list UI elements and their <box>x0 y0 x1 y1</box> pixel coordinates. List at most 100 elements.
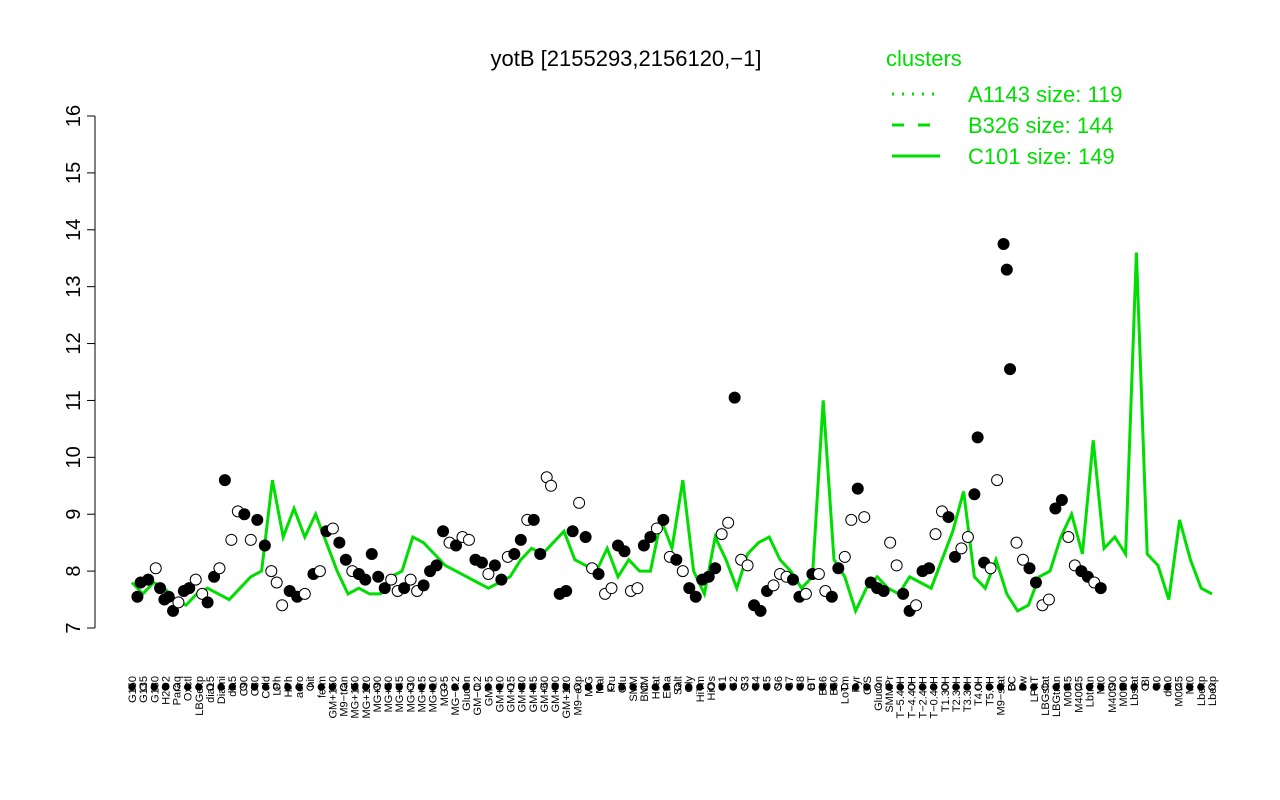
x-rug-mark <box>261 683 270 691</box>
x-rug-mark <box>1019 683 1027 691</box>
data-point <box>131 590 144 603</box>
x-rug-mark <box>896 683 904 691</box>
x-rug-mark <box>373 683 381 691</box>
data-point <box>1017 553 1029 566</box>
x-category-label: H2O2 <box>160 676 172 705</box>
data-point <box>201 596 214 609</box>
data-point <box>398 582 411 595</box>
x-rug-mark <box>273 683 281 691</box>
data-point <box>1094 582 1107 595</box>
data-point <box>251 513 264 526</box>
data-point <box>1042 593 1055 606</box>
data-point <box>715 528 728 541</box>
x-rug-mark <box>707 683 715 691</box>
x-category-label: GM+5 <box>483 676 495 706</box>
data-point <box>961 530 974 543</box>
x-rug-mark <box>1174 683 1183 691</box>
data-point <box>560 585 573 598</box>
x-category-label: Etha <box>661 675 673 699</box>
y-tick-label: 12 <box>63 332 85 354</box>
data-point <box>657 513 670 526</box>
x-rug-mark <box>284 683 292 691</box>
x-category-label: Gly <box>684 676 696 693</box>
x-rug-mark <box>150 683 158 691</box>
y-tick-label: 13 <box>63 276 85 298</box>
data-point <box>244 533 257 546</box>
x-category-label: Lbexp <box>1207 676 1219 706</box>
x-category-label: C90 <box>238 676 250 696</box>
x-category-label: Mal <box>595 676 607 694</box>
x-category-label: MG+90 <box>372 676 384 712</box>
x-category-label: dia0 <box>1162 676 1174 697</box>
x-rug-mark <box>495 683 504 691</box>
y-tick-label: 15 <box>63 162 85 184</box>
y-tick-label: 14 <box>63 219 85 241</box>
data-point <box>566 525 579 538</box>
data-point <box>404 573 417 586</box>
x-rug-mark <box>362 683 370 691</box>
data-point <box>851 482 864 495</box>
x-category-label: Lbtran <box>1085 676 1097 707</box>
x-category-label: Sw <box>1018 676 1030 691</box>
x-category-label: B36 <box>817 676 829 696</box>
x-category-label: Glucon <box>461 676 473 711</box>
y-tick-label: 9 <box>63 509 85 520</box>
data-point <box>799 587 812 600</box>
data-point <box>1023 562 1036 575</box>
x-category-label: G135 <box>138 676 150 703</box>
x-category-label: HPh <box>283 676 295 697</box>
data-point <box>877 585 890 598</box>
x-category-label: G/S <box>862 676 874 695</box>
data-point <box>208 570 221 583</box>
x-category-label: BI <box>1140 676 1152 686</box>
data-point <box>326 522 339 535</box>
x-rug-mark <box>640 683 648 691</box>
x-category-label: dia15 <box>205 676 217 703</box>
x-rug-mark <box>239 683 248 691</box>
x-rug-mark <box>774 683 782 691</box>
x-rug-mark <box>918 683 927 691</box>
data-point <box>270 576 283 589</box>
data-point <box>650 522 663 535</box>
data-point <box>858 511 871 524</box>
x-rug-mark <box>1030 683 1038 691</box>
data-point <box>298 587 311 600</box>
x-category-label: Lbexp <box>1196 676 1208 706</box>
data-point <box>670 553 683 566</box>
x-category-label: Mt0 <box>1096 676 1108 694</box>
x-rug-mark <box>551 683 559 691</box>
x-category-label: MG+60 <box>383 676 395 712</box>
data-point <box>592 567 605 580</box>
x-rug-mark <box>996 683 1005 691</box>
data-point <box>265 565 278 578</box>
x-rug-mark <box>762 683 771 691</box>
x-category-label: T5.0H <box>984 676 996 706</box>
x-category-label: Cold <box>261 676 273 699</box>
data-point <box>923 562 936 575</box>
y-axis: 7 8 9 10 11 12 13 14 15 16 <box>63 105 96 634</box>
data-point <box>276 599 289 612</box>
x-category-label: LBGstat <box>1040 676 1052 716</box>
legend-entry-1: A1143 size: 119 <box>968 82 1123 107</box>
data-point <box>728 391 741 404</box>
data-point <box>488 559 501 572</box>
data-point <box>527 513 540 526</box>
x-category-label: G180 <box>149 676 161 703</box>
x-category-label: GM+45 <box>528 676 540 712</box>
x-category-label: Lbstat <box>1129 676 1141 706</box>
x-rug-mark <box>729 683 737 691</box>
x-rug-mark <box>139 683 147 691</box>
x-rug-mark <box>685 683 693 691</box>
x-rug-mark <box>584 683 593 691</box>
x-rug-mark <box>907 683 916 691</box>
data-point <box>378 582 391 595</box>
x-category-label: S2 <box>728 676 740 689</box>
x-rug-mark <box>328 683 337 691</box>
x-rug-mark <box>863 683 871 691</box>
x-category-label: Fru <box>606 676 618 693</box>
data-point <box>991 474 1004 487</box>
x-rug-mark <box>829 683 838 691</box>
x-category-label: T−0.40H <box>929 676 941 719</box>
data-point <box>676 565 689 578</box>
data-point <box>238 508 251 521</box>
